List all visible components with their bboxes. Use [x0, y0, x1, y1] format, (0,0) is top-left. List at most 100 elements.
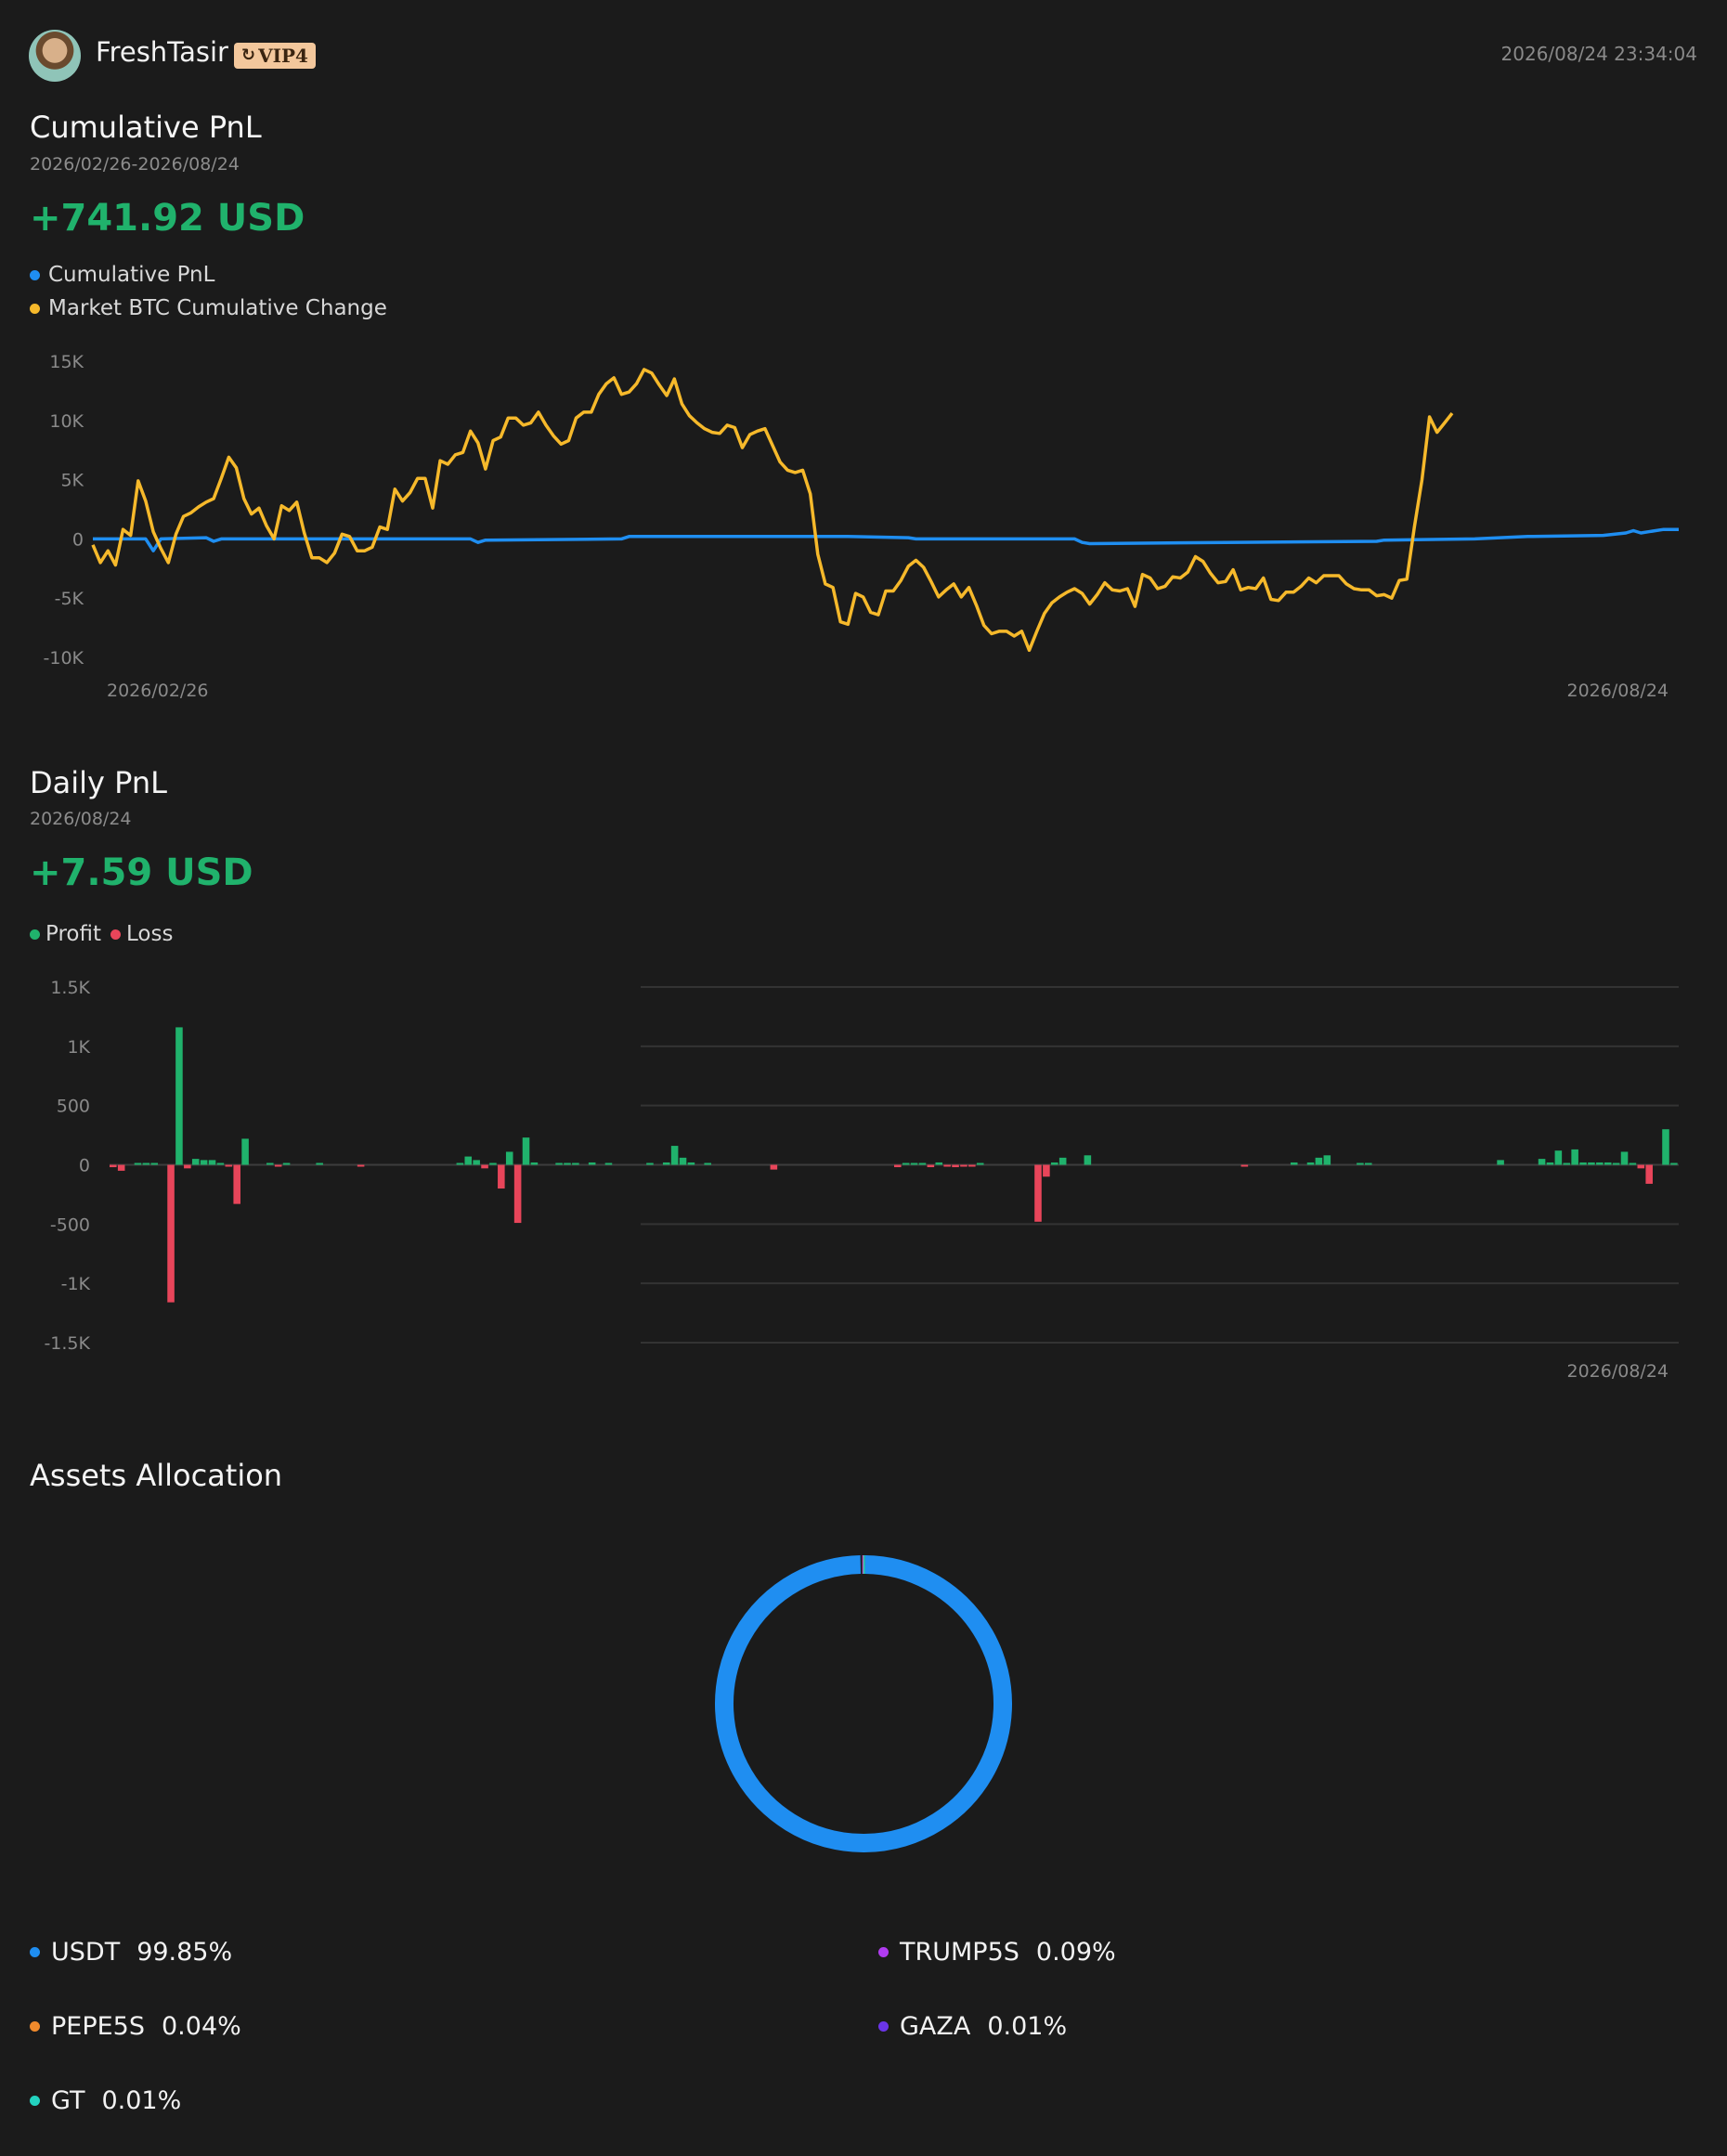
profit-bar: [530, 1162, 539, 1165]
allocation-title: Assets Allocation: [30, 1458, 283, 1493]
y-tick-label: 10K: [49, 411, 84, 432]
loss-bar: [110, 1164, 117, 1168]
profit-bar: [142, 1162, 150, 1165]
profit-bar: [1306, 1162, 1315, 1165]
profit-bar: [505, 1151, 513, 1165]
profit-bar: [976, 1162, 984, 1165]
daily-value: +7.59 USD: [30, 851, 253, 894]
allocation-pct: 0.09%: [1035, 1938, 1116, 1967]
profit-bar: [316, 1162, 323, 1165]
allocation-name: PEPE5S: [51, 2012, 145, 2041]
profit-bar: [1620, 1151, 1629, 1165]
profit-bar: [1604, 1162, 1612, 1165]
allocation-pct: 0.01%: [101, 2086, 182, 2115]
cumulative-range: 2026/02/26-2026/08/24: [30, 154, 240, 175]
profit-bar: [910, 1162, 918, 1165]
profit-bar: [456, 1162, 464, 1165]
allocation-name: GT: [51, 2086, 85, 2115]
allocation-item-pepe5s: PEPE5S 0.04%: [30, 2012, 241, 2041]
profit-bar: [1612, 1162, 1620, 1165]
allocation-item-usdt: USDT 99.85%: [30, 1938, 232, 1967]
y-tick-label: -10K: [44, 648, 84, 669]
loss-bar: [481, 1164, 488, 1169]
profit-bar: [1670, 1162, 1678, 1165]
x-tick-label: 2026/08/24: [1566, 1361, 1669, 1382]
loss-bar: [894, 1164, 902, 1168]
profit-bar: [1357, 1162, 1364, 1165]
profit-bar: [208, 1160, 216, 1165]
x-tick-label: 2026/08/24: [1566, 681, 1669, 701]
loss-bar: [225, 1164, 233, 1167]
series-line-market-btc-cumulative-change: [91, 368, 1454, 653]
profit-bar: [134, 1162, 142, 1165]
allocation-pct: 0.04%: [162, 2012, 241, 2041]
profit-bar: [704, 1162, 711, 1165]
profit-bar: [175, 1027, 183, 1165]
loss-bar: [770, 1164, 778, 1170]
profit-bar: [1596, 1162, 1604, 1165]
profit-bar: [1051, 1162, 1058, 1165]
loss-bar: [357, 1164, 365, 1167]
profit-bar: [1290, 1162, 1298, 1165]
allocation-dot: [30, 2021, 40, 2032]
profit-bar: [572, 1162, 579, 1165]
allocation-donut: [715, 1555, 1012, 1852]
profit-bar: [1588, 1162, 1595, 1165]
profit-bar: [555, 1162, 563, 1165]
allocation-name: USDT: [51, 1938, 121, 1967]
y-tick-label: 0: [72, 529, 84, 550]
profit-bar: [150, 1162, 159, 1165]
loss-bar: [184, 1164, 191, 1169]
y-tick-label: 1K: [67, 1037, 90, 1058]
loss-bar: [968, 1164, 976, 1167]
allocation-item-trump5s: TRUMP5S 0.09%: [878, 1938, 1116, 1967]
allocation-item-gaza: GAZA 0.01%: [878, 2012, 1067, 2041]
profit-bar: [935, 1162, 943, 1165]
allocation-dot: [878, 2021, 889, 2032]
avatar: [29, 30, 81, 82]
series-line-cumulative-pnl: [93, 527, 1679, 552]
allocation-pct: 99.85%: [136, 1938, 233, 1967]
loss-bar: [960, 1164, 967, 1167]
legend-dot-btc: [30, 303, 40, 314]
profit-bar: [1662, 1129, 1669, 1165]
legend-label: Cumulative PnL: [48, 263, 215, 287]
profit-bar: [679, 1157, 687, 1165]
profit-bar: [670, 1146, 679, 1165]
y-tick-label: -500: [50, 1214, 90, 1235]
profit-bar: [241, 1138, 249, 1165]
y-tick-label: 500: [57, 1097, 90, 1117]
profit-bar: [1315, 1157, 1323, 1165]
loss-bar: [1645, 1164, 1653, 1184]
allocation-dot: [30, 2096, 40, 2106]
daily-pnl-chart: 1.5K 1K 500 0 -500 -1K -1.5K 2026/08/24: [44, 978, 1679, 1382]
legend-label-profit: Profit: [45, 922, 101, 946]
allocation-name: GAZA: [900, 2012, 971, 2041]
y-tick-label: -1K: [61, 1274, 91, 1294]
vip-badge: ↻ VIP4: [234, 43, 316, 69]
loss-bar: [274, 1164, 282, 1167]
y-tick-label: -1.5K: [44, 1333, 90, 1354]
y-tick-label: 5K: [60, 471, 84, 491]
profit-bar: [1579, 1162, 1587, 1165]
profit-bar: [918, 1162, 927, 1165]
daily-date: 2026/08/24: [30, 809, 132, 829]
profit-bar: [1554, 1150, 1563, 1165]
legend-cumulative-pnl: Cumulative PnL: [30, 263, 214, 287]
profit-bar: [522, 1137, 530, 1165]
vip-label: VIP4: [258, 45, 308, 67]
loss-bar: [1637, 1164, 1645, 1169]
loss-bar: [927, 1164, 935, 1168]
profit-bar: [604, 1162, 613, 1165]
cumulative-value: +741.92 USD: [30, 197, 305, 240]
legend-dot-profit: [30, 929, 40, 940]
loss-bar: [498, 1164, 505, 1189]
y-tick-label: -5K: [55, 589, 84, 609]
loss-bar: [1034, 1164, 1042, 1222]
legend-btc-change: Market BTC Cumulative Change: [30, 296, 387, 320]
profit-bar: [646, 1162, 654, 1165]
loss-bar: [117, 1164, 125, 1171]
loss-bar: [513, 1164, 522, 1224]
profit-bar: [1497, 1160, 1504, 1165]
profit-bar: [464, 1156, 473, 1165]
